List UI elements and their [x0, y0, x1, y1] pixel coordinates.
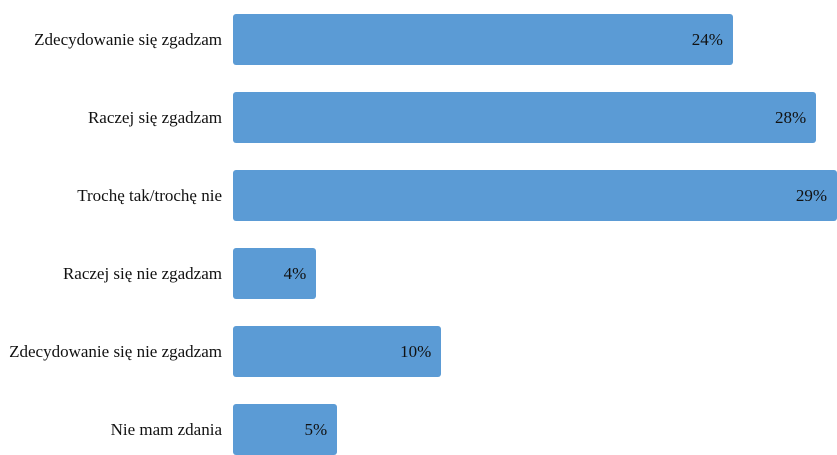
- category-label: Raczej się nie zgadzam: [62, 264, 222, 283]
- bar: [233, 14, 733, 65]
- data-label: 29%: [795, 185, 827, 205]
- data-label: 10%: [400, 341, 432, 361]
- category-label: Zdecydowanie się nie zgadzam: [9, 342, 222, 361]
- bar: [233, 170, 837, 221]
- data-label: 28%: [775, 107, 807, 127]
- bar: [233, 248, 317, 299]
- data-label: 24%: [691, 29, 723, 49]
- category-label: Raczej się zgadzam: [87, 108, 222, 127]
- data-label: 5%: [304, 419, 328, 439]
- bar-chart: Zdecydowanie się zgadzam 24% Raczej się zg…: [9, 14, 837, 455]
- data-label: 4%: [283, 263, 307, 283]
- category-label: Zdecydowanie się zgadzam: [34, 30, 222, 49]
- bar: [233, 326, 442, 377]
- category-label: Trochę tak/trochę nie: [77, 186, 222, 205]
- category-label: Nie mam zdania: [110, 420, 222, 439]
- bar: [233, 92, 817, 143]
